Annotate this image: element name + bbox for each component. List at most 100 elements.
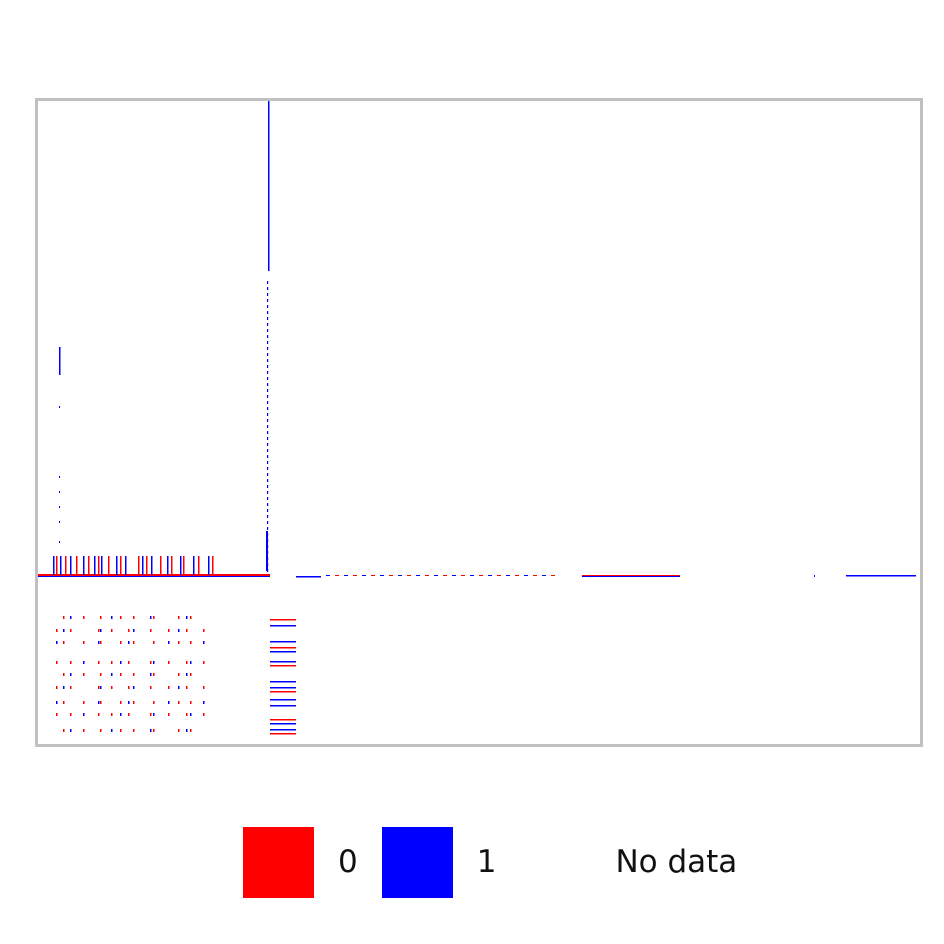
heatmap-cell-232	[190, 729, 192, 732]
heatmap-cell-206	[190, 701, 192, 704]
heatmap-cell-128	[178, 616, 180, 619]
heatmap-cell-199	[100, 701, 102, 704]
heatmap-cell-124	[120, 616, 122, 619]
heatmap-cell-55	[267, 383, 269, 386]
legend-label-1: 1	[476, 844, 497, 880]
heatmap-cell-132	[63, 629, 65, 632]
heatmap-cell-159	[83, 661, 85, 664]
heatmap-cell-201	[128, 701, 130, 704]
heatmap-cell-34	[59, 506, 60, 508]
heatmap-cell-49	[267, 347, 269, 350]
heatmap-cell-21	[160, 556, 162, 575]
heatmap-cell-169	[203, 661, 205, 664]
heatmap-cell-234	[270, 625, 296, 627]
heatmap-cell-78	[267, 521, 269, 524]
heatmap-cell-89	[326, 575, 330, 576]
heatmap-cell-65	[267, 443, 269, 446]
heatmap-cell-11	[98, 556, 100, 575]
heatmap-cell-57	[267, 395, 269, 398]
heatmap-cell-231	[186, 729, 188, 732]
heatmap-cell-175	[120, 673, 122, 676]
legend-label-0: 0	[338, 844, 358, 880]
heatmap-cell-115	[582, 575, 680, 576]
heatmap-cell-135	[100, 629, 102, 632]
heatmap-cell-178	[153, 673, 155, 676]
heatmap-cell-102	[443, 575, 447, 576]
heatmap-cell-148	[100, 641, 102, 644]
heatmap-cell-239	[270, 665, 296, 667]
heatmap-cell-150	[128, 641, 130, 644]
legend: 0 1 No data	[243, 826, 761, 898]
heatmap-cell-87	[266, 531, 268, 571]
heatmap-cell-45	[267, 323, 269, 326]
heatmap-cell-96	[389, 575, 393, 576]
heatmap-cell-225	[111, 729, 113, 732]
heatmap-cell-106	[479, 575, 483, 576]
heatmap-cell-44	[267, 317, 269, 320]
heatmap-cell-226	[120, 729, 122, 732]
legend-item-0: 0	[243, 826, 358, 898]
heatmap-cell-20	[151, 556, 153, 575]
heatmap-cell-145	[63, 641, 65, 644]
heatmap-cell-30	[59, 347, 61, 375]
heatmap-cell-182	[56, 686, 58, 689]
heatmap-cell-26	[193, 556, 195, 575]
heatmap-cell-33	[59, 491, 60, 493]
heatmap-cell-158	[70, 661, 72, 664]
heatmap-cell-58	[267, 401, 269, 404]
heatmap-cell-93	[362, 575, 366, 576]
heatmap-cell-236	[270, 647, 296, 649]
heatmap-cell-125	[133, 616, 135, 619]
heatmap-cell-165	[153, 661, 155, 664]
heatmap-cell-174	[111, 673, 113, 676]
heatmap-cell-197	[83, 701, 85, 704]
heatmap-cell-70	[267, 473, 269, 476]
heatmap-cell-140	[168, 629, 170, 632]
heatmap-cell-23	[171, 556, 173, 575]
heatmap-cell-27	[198, 556, 200, 575]
heatmap-cell-118	[846, 575, 916, 577]
heatmap-cell-3	[56, 556, 58, 575]
heatmap-cell-228	[150, 729, 152, 732]
heatmap-cell-104	[461, 575, 465, 576]
heatmap-cell-185	[98, 686, 100, 689]
heatmap-cell-194	[203, 686, 205, 689]
heatmap-cell-220	[203, 713, 205, 716]
heatmap-cell-168	[190, 661, 192, 664]
heatmap-cell-42	[267, 305, 269, 308]
heatmap-cell-54	[267, 377, 269, 380]
heatmap-cell-248	[270, 733, 296, 735]
heatmap-cell-31	[59, 406, 60, 408]
heatmap-cell-233	[270, 619, 296, 621]
heatmap-cell-88	[296, 576, 321, 578]
heatmap-cell-163	[128, 661, 130, 664]
heatmap-cell-95	[380, 575, 384, 576]
heatmap-cell-200	[120, 701, 122, 704]
heatmap-cell-66	[267, 449, 269, 452]
heatmap-cell-35	[59, 521, 60, 523]
heatmap-cell-230	[178, 729, 180, 732]
heatmap-cell-91	[344, 575, 348, 576]
heatmap-cell-245	[270, 719, 296, 721]
heatmap-cell-176	[133, 673, 135, 676]
heatmap-cell-74	[267, 497, 269, 500]
heatmap-cell-172	[83, 673, 85, 676]
heatmap-cell-61	[267, 419, 269, 422]
heatmap-cell-196	[63, 701, 65, 704]
heatmap-cell-166	[168, 661, 170, 664]
heatmap-cell-190	[150, 686, 152, 689]
heatmap-cell-164	[150, 661, 152, 664]
heatmap-cell-195	[56, 701, 58, 704]
heatmap-cell-120	[70, 616, 72, 619]
heatmap-cell-108	[497, 575, 501, 576]
heatmap-cell-241	[270, 687, 296, 689]
heatmap-cell-123	[111, 616, 113, 619]
heatmap-cell-60	[267, 413, 269, 416]
heatmap-cell-223	[83, 729, 85, 732]
heatmap-cell-94	[371, 575, 375, 576]
heatmap-cell-217	[168, 713, 170, 716]
heatmap-cell-221	[63, 729, 65, 732]
heatmap-cell-192	[178, 686, 180, 689]
heatmap-cell-136	[111, 629, 113, 632]
heatmap-cell-209	[70, 713, 72, 716]
